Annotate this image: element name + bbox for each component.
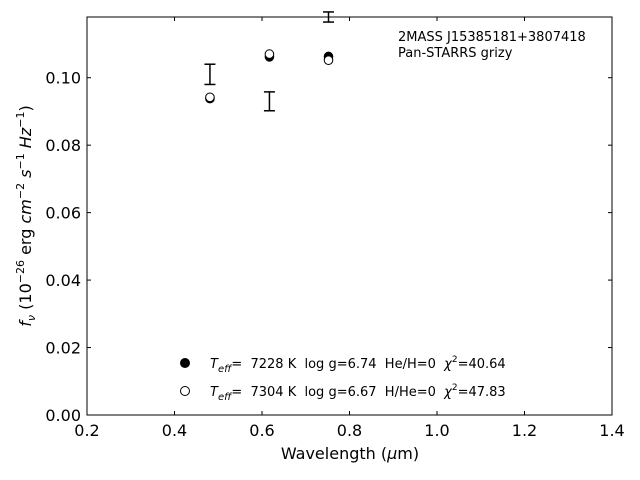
y-tick-label: 0.06 (45, 204, 81, 223)
y-tick-label: 0.10 (45, 69, 81, 88)
plot-frame (86, 16, 613, 416)
errorbar (263, 91, 275, 112)
y-tick-label: 0.00 (45, 406, 81, 425)
x-tick-label: 0.8 (337, 421, 362, 440)
x-tick-label: 0.4 (162, 421, 187, 440)
legend-marker-filled (180, 358, 190, 368)
x-tick-label: 0.2 (74, 421, 99, 440)
y-tick-label: 0.02 (45, 339, 81, 358)
axis-tick-labels: 0.2 0.4 0.6 0.8 1.0 1.2 1.4 0.00 0.02 0.04 0.06 0.0… (45, 69, 624, 440)
x-tick-label: 1.0 (424, 421, 449, 440)
legend-entry-2: Teff= 7304 K log g=6.67 H/He=0 χ2=47.83 (210, 383, 506, 403)
x-tick-label: 1.4 (599, 421, 624, 440)
x-axis-label: Wavelength (μm) (281, 444, 419, 463)
y-axis-label: fν (10−26 erg cm−2 s−1 Hz−1) (14, 105, 38, 326)
x-tick-label: 1.2 (512, 421, 537, 440)
x-tick-label: 0.6 (249, 421, 274, 440)
legend: Teff= 7228 K log g=6.74 He/H=0 χ2=40.64 … (180, 355, 506, 403)
legend-entry-1: Teff= 7228 K log g=6.74 He/H=0 χ2=40.64 (210, 355, 506, 375)
observed-errorbars (204, 11, 334, 112)
legend-marker-open (180, 386, 190, 396)
y-tick-label: 0.04 (45, 271, 81, 290)
annotation-survey: Pan-STARRS grizy (398, 46, 513, 61)
model-point-open (323, 55, 334, 65)
model-point-open (264, 49, 275, 59)
errorbar (204, 63, 216, 86)
y-tick-label: 0.08 (45, 136, 81, 155)
model-point-open (205, 92, 215, 103)
annotation-object-name: 2MASS J15385181+3807418 (398, 30, 586, 45)
model-points (205, 49, 334, 104)
